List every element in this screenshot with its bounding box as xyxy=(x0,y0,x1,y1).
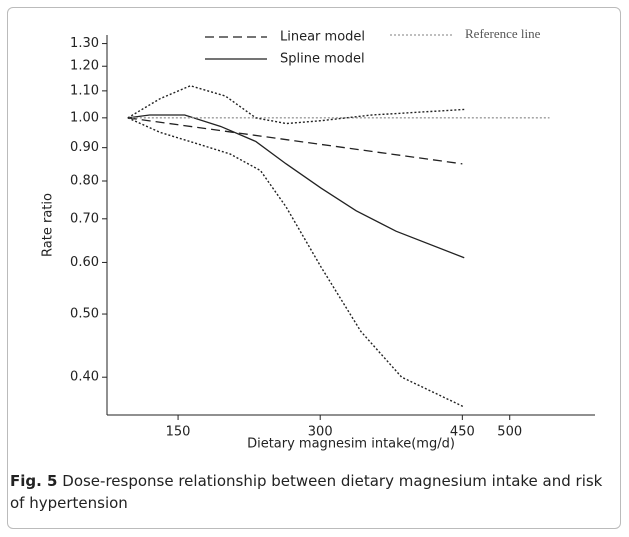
x-tick-label: 450 xyxy=(450,425,475,440)
x-axis-label: Dietary magnesim intake(mg/d) xyxy=(247,437,455,452)
x-tick-label: 150 xyxy=(166,425,191,440)
series-line xyxy=(127,117,465,408)
figure-frame xyxy=(7,7,621,529)
series-line xyxy=(127,114,465,259)
caption-label: Fig. 5 xyxy=(10,472,58,490)
series-line xyxy=(127,85,465,125)
y-tick-label: 0.60 xyxy=(70,255,99,270)
y-tick-label: 0.50 xyxy=(70,307,99,322)
y-tick-label: 0.80 xyxy=(70,174,99,189)
x-tick-label: 500 xyxy=(497,425,522,440)
y-tick-label: 1.00 xyxy=(70,110,99,125)
legend-label: Reference line xyxy=(465,26,541,41)
y-tick-label: 1.30 xyxy=(70,36,99,51)
caption-text: Dose-response relationship between dieta… xyxy=(10,472,603,512)
legend-label: Spline model xyxy=(280,52,365,67)
y-tick-label: 1.10 xyxy=(70,83,99,98)
chart: Rate ratio Dietary magnesim intake(mg/d)… xyxy=(41,26,595,452)
y-axis-label: Rate ratio xyxy=(41,193,56,257)
y-tick-label: 0.90 xyxy=(70,140,99,155)
y-tick-label: 0.40 xyxy=(70,370,99,385)
series-line xyxy=(127,117,463,165)
caption: Fig. 5 Dose-response relationship betwee… xyxy=(10,470,610,514)
y-tick-label: 0.70 xyxy=(70,211,99,226)
y-tick-label: 1.20 xyxy=(70,59,99,74)
legend-label: Linear model xyxy=(280,30,365,45)
x-tick-label: 300 xyxy=(308,425,333,440)
